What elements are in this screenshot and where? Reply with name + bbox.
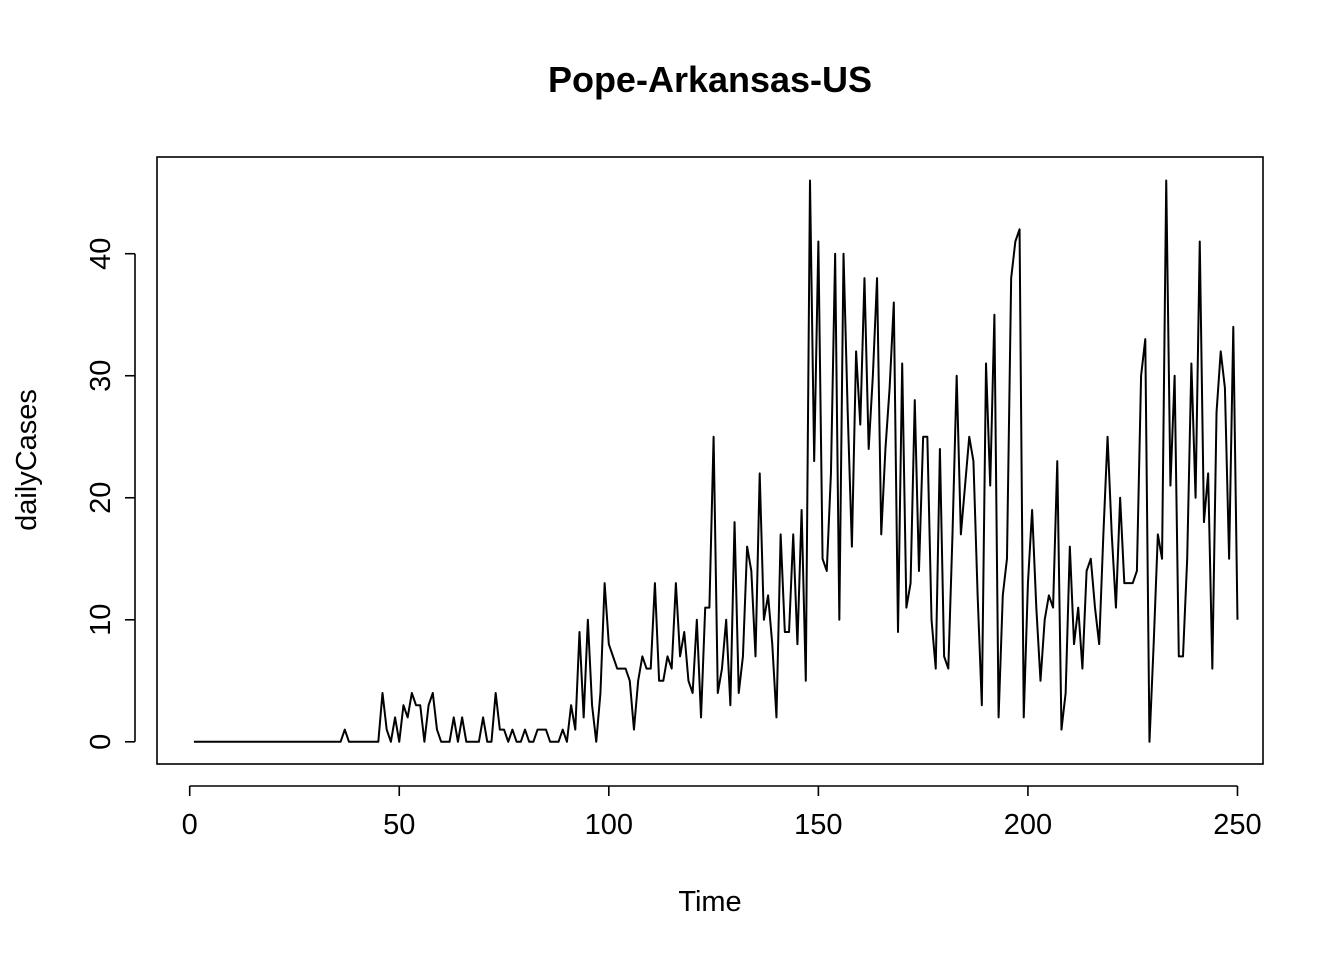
x-tick-label: 0 bbox=[182, 809, 198, 841]
y-axis: 0 10 20 30 40 bbox=[85, 238, 136, 750]
y-axis-label: dailyCases bbox=[11, 389, 43, 531]
y-tick-label: 0 bbox=[85, 734, 117, 750]
daily-cases-line bbox=[193, 179, 1239, 743]
y-tick-label: 10 bbox=[85, 604, 117, 636]
x-tick-label: 150 bbox=[794, 809, 842, 841]
chart-title: Pope-Arkansas-US bbox=[548, 59, 872, 100]
y-tick-label: 20 bbox=[85, 482, 117, 514]
x-axis-label: Time bbox=[678, 886, 741, 918]
y-tick-label: 40 bbox=[85, 238, 117, 270]
x-tick-label: 100 bbox=[585, 809, 633, 841]
x-tick-label: 200 bbox=[1004, 809, 1052, 841]
x-tick-label: 50 bbox=[383, 809, 415, 841]
plot-frame bbox=[156, 156, 1264, 765]
x-tick-label: 250 bbox=[1213, 809, 1261, 841]
x-axis: 0 50 100 150 200 250 bbox=[182, 785, 1262, 841]
y-tick-label: 30 bbox=[85, 360, 117, 392]
